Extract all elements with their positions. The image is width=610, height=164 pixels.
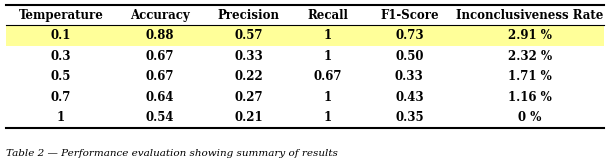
Text: 1.71 %: 1.71 %	[508, 70, 551, 83]
Text: 0.21: 0.21	[234, 111, 263, 124]
Text: 0.64: 0.64	[146, 91, 174, 104]
Text: 1.16 %: 1.16 %	[508, 91, 551, 104]
Text: 2.32 %: 2.32 %	[508, 50, 551, 63]
Text: Precision: Precision	[217, 9, 279, 22]
Text: Temperature: Temperature	[18, 9, 103, 22]
Text: 0.27: 0.27	[234, 91, 263, 104]
Text: 0.5: 0.5	[51, 70, 71, 83]
Text: 0.1: 0.1	[51, 29, 71, 42]
Text: 0.50: 0.50	[395, 50, 423, 63]
Text: 0.33: 0.33	[395, 70, 424, 83]
Text: 0.73: 0.73	[395, 29, 424, 42]
Text: 0.67: 0.67	[146, 70, 174, 83]
Text: 1: 1	[324, 50, 332, 63]
Text: 1: 1	[324, 91, 332, 104]
Text: 0.3: 0.3	[51, 50, 71, 63]
Text: 0 %: 0 %	[518, 111, 541, 124]
Text: Table 2 — Performance evaluation showing summary of results: Table 2 — Performance evaluation showing…	[6, 149, 338, 158]
Text: 0.88: 0.88	[146, 29, 174, 42]
Text: F1-Score: F1-Score	[380, 9, 439, 22]
Text: 0.67: 0.67	[314, 70, 342, 83]
Text: 1: 1	[324, 29, 332, 42]
Text: Recall: Recall	[307, 9, 348, 22]
Text: 0.43: 0.43	[395, 91, 424, 104]
Text: 0.22: 0.22	[234, 70, 263, 83]
Text: 0.35: 0.35	[395, 111, 424, 124]
Text: 1: 1	[57, 111, 65, 124]
Text: 1: 1	[324, 111, 332, 124]
Text: 0.7: 0.7	[51, 91, 71, 104]
Text: Inconclusiveness Rate: Inconclusiveness Rate	[456, 9, 603, 22]
Bar	[6, 25, 604, 46]
Text: 0.33: 0.33	[234, 50, 263, 63]
Text: 2.91 %: 2.91 %	[508, 29, 551, 42]
Text: 0.67: 0.67	[146, 50, 174, 63]
Text: 0.54: 0.54	[146, 111, 174, 124]
Text: 0.57: 0.57	[234, 29, 263, 42]
Text: Accuracy: Accuracy	[130, 9, 190, 22]
